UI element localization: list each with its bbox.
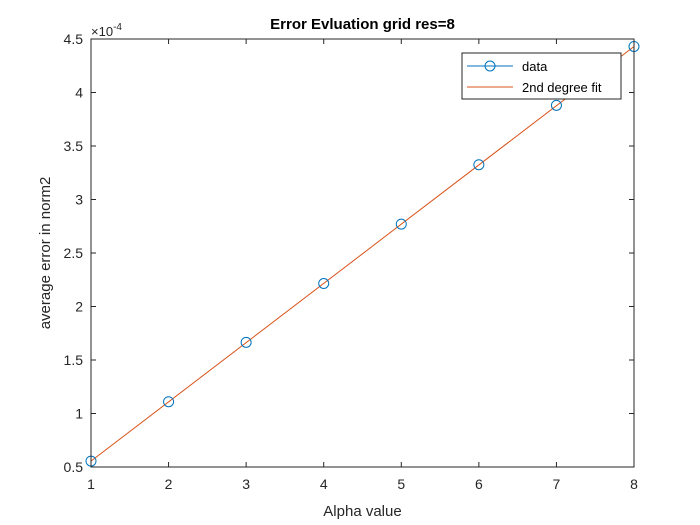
- x-tick-label: 1: [87, 476, 95, 492]
- x-tick-label: 8: [630, 476, 638, 492]
- axes-frame: [90, 38, 635, 468]
- data-point: [395, 218, 407, 230]
- legend-label-data: data: [522, 59, 548, 74]
- data-point: [240, 336, 252, 348]
- chart-title: Error Evluation grid res=8: [270, 16, 455, 33]
- y-tick-label: 0.5: [64, 459, 84, 475]
- x-axis-label: Alpha value: [323, 503, 401, 520]
- legend-marker-data: [484, 60, 496, 72]
- y-tick-label: 2: [75, 299, 83, 315]
- data-point: [550, 99, 562, 111]
- series-line-fit: [90, 46, 635, 462]
- y-tick-label: 2.5: [64, 245, 84, 261]
- legend-label-fit: 2nd degree fit: [522, 80, 602, 95]
- y-tick-label: 4.5: [64, 31, 84, 47]
- y-tick-label: 3.5: [64, 138, 84, 154]
- x-tick-label: 2: [165, 476, 173, 492]
- x-tick-label: 7: [553, 476, 561, 492]
- y-axis-label: average error in norm2: [37, 177, 54, 330]
- data-point: [163, 396, 175, 408]
- x-tick-label: 3: [242, 476, 250, 492]
- y-axis-exponent: ×10-4: [91, 22, 122, 39]
- y-axis-exponent-base: ×10: [91, 24, 113, 39]
- y-tick-label: 1.5: [64, 352, 84, 368]
- legend: data 2nd degree fit: [461, 52, 622, 100]
- x-tick-label: 5: [397, 476, 405, 492]
- data-point: [473, 159, 485, 171]
- y-axis-exponent-power: -4: [113, 22, 122, 33]
- data-point: [318, 277, 330, 289]
- y-tick-label: 4: [75, 85, 83, 101]
- plot-area: [91, 39, 634, 467]
- legend-box: [461, 52, 622, 100]
- y-tick-label: 1: [75, 406, 83, 422]
- x-tick-label: 4: [320, 476, 328, 492]
- y-tick-label: 3: [75, 192, 83, 208]
- x-tick-label: 6: [475, 476, 483, 492]
